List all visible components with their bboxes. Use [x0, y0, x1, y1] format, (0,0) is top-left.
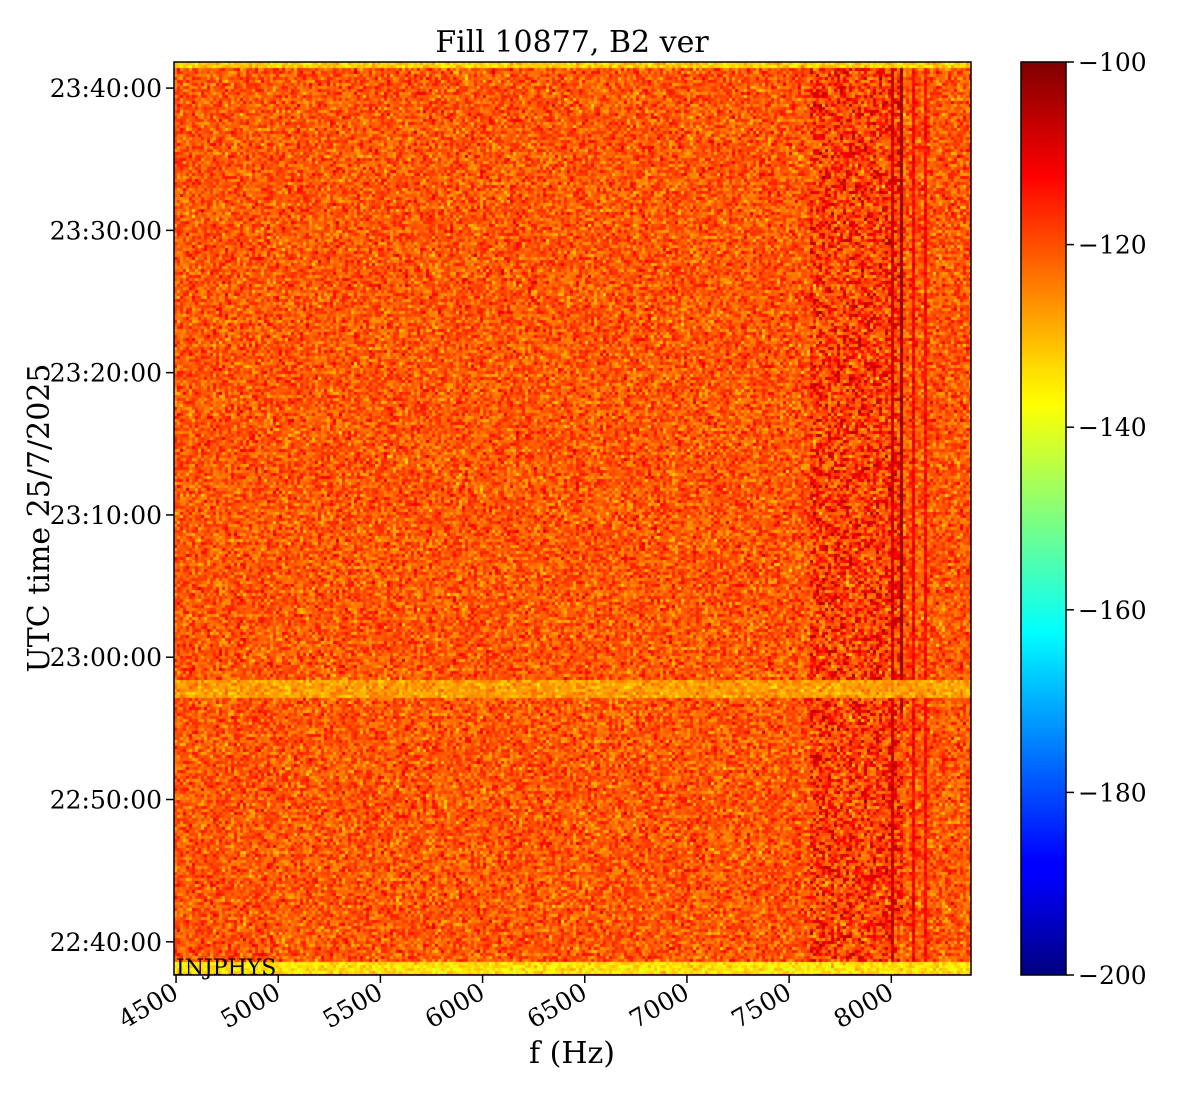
colorbar-tick-label: −160: [1078, 596, 1147, 625]
y-tick-label: 23:00:00: [50, 643, 162, 672]
x-tick-label: 4500: [113, 977, 183, 1034]
x-tick-label: 7000: [624, 977, 694, 1034]
x-tick-label: 5000: [216, 977, 286, 1034]
colorbar-tick-label: −100: [1078, 48, 1147, 77]
heatmap-canvas: [174, 62, 971, 975]
y-axis-label: UTC time 25/7/2025: [22, 364, 57, 673]
plot-area: [173, 61, 972, 976]
y-tick-label: 23:10:00: [50, 501, 162, 530]
x-axis: 4500 5000 5500 6000 6500 7000 7500 8000: [113, 975, 898, 1034]
y-tick-label: 23:30:00: [50, 216, 162, 245]
colorbar-ticks: −200 −180 −160 −140 −120 −100: [1066, 48, 1147, 990]
x-tick-label: 7500: [727, 977, 797, 1034]
y-tick-label: 22:40:00: [50, 928, 162, 957]
x-tick-label: 6500: [522, 977, 592, 1034]
colorbar-tick-label: −200: [1078, 961, 1147, 990]
x-tick-label: 8000: [829, 977, 899, 1034]
x-tick-label: 6000: [420, 977, 490, 1034]
x-tick-label: 5500: [318, 977, 388, 1034]
heatmap-annotation: INJPHYS: [176, 956, 276, 981]
y-axis: 22:40:00 22:50:00 23:00:00 23:10:00 23:20:00…: [50, 74, 174, 957]
colorbar-tick-label: −140: [1078, 413, 1147, 442]
colorbar: −200 −180 −160 −140 −120 −100: [1020, 48, 1147, 990]
chart-title: Fill 10877, B2 ver: [435, 25, 709, 60]
y-tick-label: 23:20:00: [50, 359, 162, 388]
plot-frame: [173, 61, 972, 976]
colorbar-tick-label: −120: [1078, 231, 1147, 260]
colorbar-tick-label: −180: [1078, 778, 1147, 807]
colorbar-gradient: [1020, 61, 1067, 976]
y-tick-label: 23:40:00: [50, 74, 162, 103]
y-tick-label: 22:50:00: [50, 786, 162, 815]
x-axis-label: f (Hz): [529, 1036, 615, 1071]
